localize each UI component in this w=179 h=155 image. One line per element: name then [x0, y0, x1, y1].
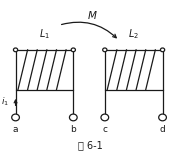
Bar	[105, 50, 163, 90]
Text: c: c	[102, 125, 107, 134]
Circle shape	[12, 114, 19, 121]
Circle shape	[101, 114, 109, 121]
Text: $M$: $M$	[87, 9, 98, 21]
Text: $L_1$: $L_1$	[39, 28, 50, 41]
Bar	[16, 50, 73, 90]
Circle shape	[103, 48, 107, 52]
Circle shape	[13, 48, 18, 52]
Circle shape	[160, 48, 165, 52]
Text: d: d	[160, 125, 165, 134]
Text: $i_1$: $i_1$	[1, 96, 9, 108]
Text: $L_2$: $L_2$	[128, 28, 139, 41]
Circle shape	[159, 114, 166, 121]
Text: b: b	[70, 125, 76, 134]
Text: 图 6-1: 图 6-1	[78, 140, 103, 150]
Text: a: a	[13, 125, 18, 134]
Circle shape	[71, 48, 75, 52]
Circle shape	[69, 114, 77, 121]
